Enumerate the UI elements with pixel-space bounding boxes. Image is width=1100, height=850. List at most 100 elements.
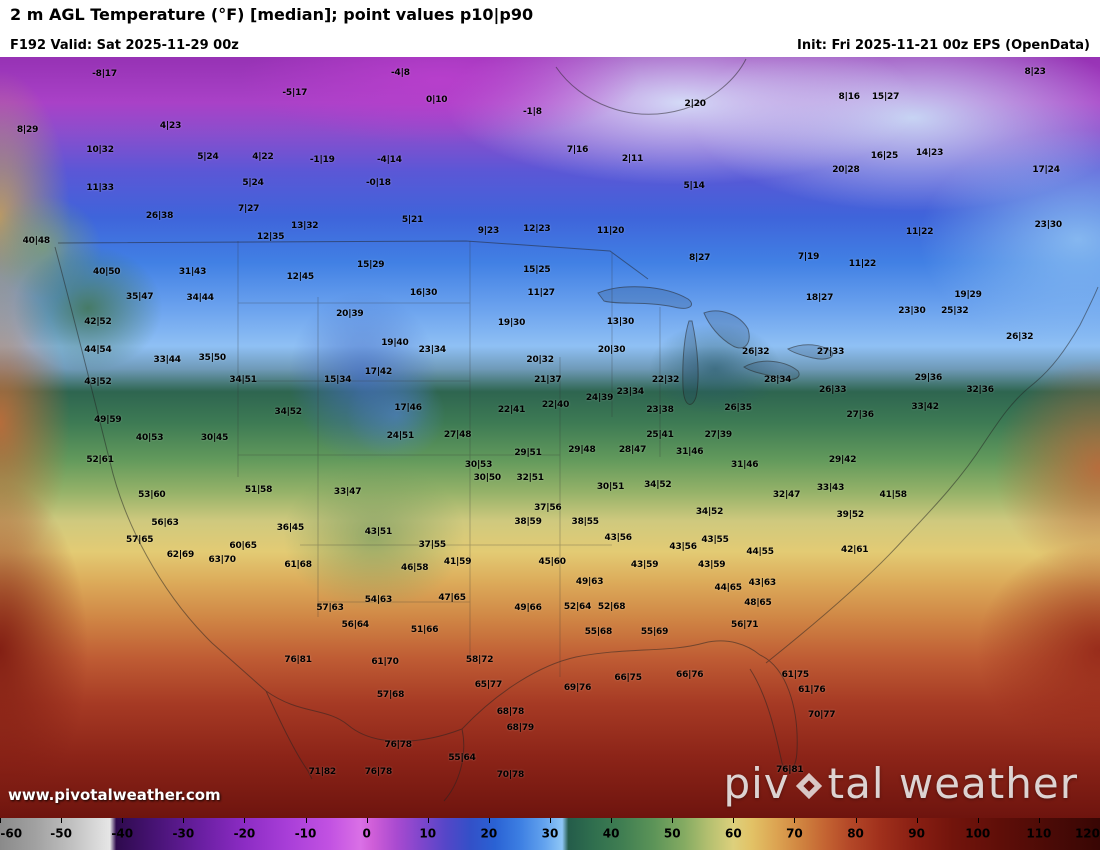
point-value: 15|27 <box>871 92 900 103</box>
point-value: 44|65 <box>714 583 743 594</box>
colorbar: -60 -50 -40 -30 -20 -10 0 10 20 30 40 50 60 70 80 90 100… <box>0 818 1100 850</box>
point-value: 18|27 <box>805 293 834 304</box>
point-value: 31|46 <box>676 446 704 457</box>
state-border-grid <box>237 241 661 677</box>
point-value: 16|30 <box>409 287 438 298</box>
point-value: 11|27 <box>527 287 556 298</box>
point-value: 23|34 <box>616 386 645 397</box>
colorbar-tick-label: -60 <box>0 826 23 841</box>
point-value: 0|10 <box>426 95 448 106</box>
point-value: 24|39 <box>585 392 614 403</box>
point-value: 52|64 <box>563 602 592 613</box>
colorbar-tickmark <box>427 818 429 823</box>
point-value: 26|35 <box>724 402 752 413</box>
point-value: 70|78 <box>496 769 525 780</box>
colorbar-tick-label: 30 <box>541 826 559 841</box>
header: 2 m AGL Temperature (°F) [median]; point… <box>0 0 1100 57</box>
point-value: 43|56 <box>604 532 633 543</box>
point-value: 37|56 <box>534 503 562 514</box>
point-value: 15|29 <box>357 259 385 270</box>
colorbar-tickmark <box>183 818 185 823</box>
lake-ontario <box>787 344 834 360</box>
point-value: 76|78 <box>364 766 393 777</box>
colorbar-tick-label: 10 <box>419 826 437 841</box>
point-value: 19|30 <box>497 318 526 329</box>
point-value: 56|71 <box>731 619 759 630</box>
point-value: 30|50 <box>473 472 502 483</box>
point-value: 29|51 <box>514 447 542 458</box>
point-value: 31|46 <box>731 459 759 470</box>
colorbar-tick-label: 80 <box>847 826 864 841</box>
point-value: 8|23 <box>1024 67 1046 78</box>
point-value: 25|41 <box>646 430 674 441</box>
point-value: 34|52 <box>644 479 672 490</box>
point-value: 8|29 <box>16 125 39 136</box>
point-value: -5|17 <box>282 87 308 98</box>
point-value: 30|53 <box>464 459 493 470</box>
point-value: 20|32 <box>526 354 554 365</box>
mexico-gulf-coast-line <box>443 728 465 802</box>
point-value: 14|23 <box>915 147 944 158</box>
point-value: 20|30 <box>597 344 626 355</box>
colorbar-ticks: -60 -50 -40 -30 -20 -10 0 10 20 30 40 50 60 70 80 90 100… <box>0 818 1100 850</box>
point-value: 66|75 <box>614 672 642 683</box>
colorbar-tick-label: -30 <box>172 826 195 841</box>
lake-superior <box>597 286 692 309</box>
colorbar-tickmark <box>550 818 551 823</box>
point-value: 56|63 <box>151 517 179 528</box>
colorbar-tick-label: -10 <box>294 826 317 841</box>
point-value: 27|39 <box>704 430 733 441</box>
colorbar-tickmark <box>0 818 1 823</box>
point-value: 11|22 <box>905 227 934 238</box>
mexico-border-line <box>265 690 463 742</box>
point-value: 2|11 <box>621 153 644 164</box>
point-value: 44|55 <box>746 546 774 557</box>
colorbar-tickmark <box>977 818 979 823</box>
point-value: 32|51 <box>516 472 545 483</box>
point-value: 43|59 <box>698 560 726 571</box>
page-title: 2 m AGL Temperature (°F) [median]; point… <box>10 5 534 24</box>
point-value: 28|34 <box>764 374 792 385</box>
point-value: 33|47 <box>333 487 362 498</box>
colorbar-tick-label: 110 <box>1026 826 1052 841</box>
colorbar-tickmark <box>244 818 246 823</box>
point-value: 29|36 <box>914 373 943 384</box>
point-value: 44|54 <box>84 344 112 355</box>
colorbar-tickmark <box>916 818 918 823</box>
point-value: 5|24 <box>197 151 219 162</box>
colorbar-tickmark <box>611 818 613 823</box>
point-value: 35|47 <box>126 291 154 302</box>
point-value: 40|48 <box>22 236 51 247</box>
point-value: 15|34 <box>324 374 352 385</box>
point-value: 32|36 <box>966 385 994 396</box>
point-value: 76|81 <box>284 654 312 665</box>
point-value: 22|32 <box>651 374 680 385</box>
point-value: 13|30 <box>606 316 635 327</box>
point-value: 43|52 <box>84 376 112 387</box>
point-value: -4|8 <box>391 67 410 78</box>
point-value: 63|70 <box>208 555 237 566</box>
point-value: 24|51 <box>386 430 415 441</box>
map-borders <box>54 58 1099 802</box>
colorbar-tick-label: 90 <box>908 826 926 841</box>
point-value: 7|27 <box>237 204 260 215</box>
point-value: 19|40 <box>381 338 409 349</box>
point-value: 19|29 <box>954 290 982 301</box>
point-value: 27|33 <box>816 347 845 358</box>
point-value: 34|52 <box>695 507 724 518</box>
colorbar-tick-label: 0 <box>362 826 371 841</box>
point-value: 54|63 <box>364 595 393 606</box>
point-value: 32|47 <box>772 490 801 501</box>
point-value: 16|25 <box>870 150 899 161</box>
point-value: 49|66 <box>514 602 542 613</box>
point-value: 57|68 <box>376 689 405 700</box>
point-value: 68|79 <box>506 723 535 734</box>
point-value: -1|8 <box>523 106 542 117</box>
point-value: 69|76 <box>563 682 592 693</box>
point-value: 13|32 <box>291 220 319 231</box>
point-value: 2|20 <box>684 99 706 110</box>
point-value: 23|38 <box>646 405 674 416</box>
point-value: 49|59 <box>94 414 122 425</box>
canada-border-line <box>57 240 649 280</box>
lake-erie <box>743 360 800 380</box>
